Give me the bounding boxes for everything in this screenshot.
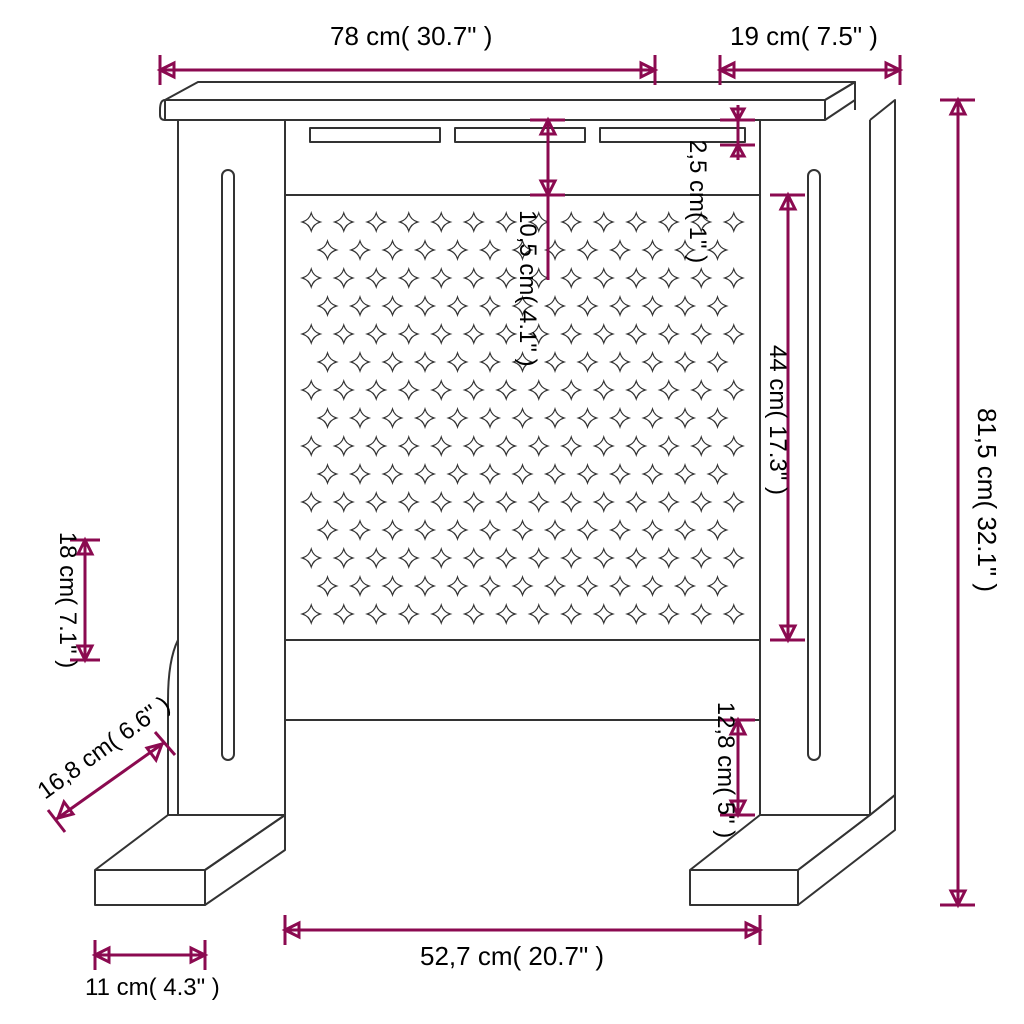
dim-height-total: 81,5 cm( 32.1" ): [940, 100, 1002, 905]
label-grill-height: 44 cm( 17.3" ): [764, 345, 791, 495]
dim-foot-height: 18 cm( 7.1" ): [54, 532, 100, 669]
dim-depth-top: 19 cm( 7.5" ): [720, 21, 900, 85]
label-slot-height: 2,5 cm( 1" ): [684, 140, 711, 263]
dim-rail-height: 10,5 cm( 4.1" ): [514, 120, 565, 367]
label-width-top: 78 cm( 30.7" ): [330, 21, 492, 51]
label-depth-top: 19 cm( 7.5" ): [730, 21, 878, 51]
dim-foot-depth-back: 16,8 cm( 6.6" ): [33, 691, 176, 832]
label-inner-width: 52,7 cm( 20.7" ): [420, 941, 604, 971]
dim-width-top: 78 cm( 30.7" ): [160, 21, 655, 85]
label-foot-depth-back: 16,8 cm( 6.6" ): [33, 691, 176, 805]
dim-foot-depth-front: 11 cm( 4.3" ): [85, 940, 220, 1001]
label-foot-depth-front: 11 cm( 4.3" ): [85, 974, 220, 1001]
label-rail-height: 10,5 cm( 4.1" ): [514, 210, 541, 367]
dim-inner-width: 52,7 cm( 20.7" ): [285, 915, 760, 971]
label-foot-height: 18 cm( 7.1" ): [54, 532, 81, 669]
label-bottom-gap: 12,8 cm( 5" ): [712, 702, 739, 839]
dim-grill-height: 44 cm( 17.3" ): [764, 195, 805, 640]
label-height-total: 81,5 cm( 32.1" ): [972, 408, 1002, 592]
dimension-drawing: .dim { stroke: #8b0a50; stroke-width: 3;…: [0, 0, 1024, 1024]
dim-bottom-gap: 12,8 cm( 5" ): [712, 702, 755, 839]
